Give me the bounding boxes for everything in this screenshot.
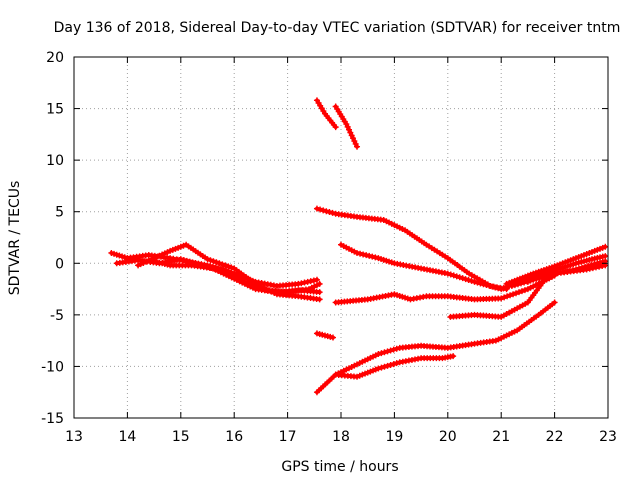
series-arc-e <box>313 97 339 131</box>
x-tick-label: 15 <box>172 429 190 445</box>
y-tick-label: -10 <box>41 359 64 375</box>
series-arc-l <box>313 299 558 396</box>
series-points <box>551 262 609 277</box>
y-tick-label: 20 <box>46 50 64 66</box>
series-layer <box>108 97 609 396</box>
series-arc-n <box>503 243 609 287</box>
x-tick-label: 18 <box>332 429 350 445</box>
x-tick-label: 19 <box>385 429 403 445</box>
x-tick-label: 21 <box>492 429 510 445</box>
y-axis-ticks: -15 -10 -5 0 5 10 15 20 <box>41 50 608 427</box>
series-arc-j <box>332 272 558 306</box>
x-tick-label: 22 <box>546 429 564 445</box>
series-points <box>313 330 336 341</box>
series-arc-p <box>524 253 609 285</box>
y-tick-label: 10 <box>46 153 64 169</box>
x-tick-label: 16 <box>225 429 243 445</box>
y-tick-label: 0 <box>55 256 64 272</box>
x-axis-ticks: 13 14 15 16 17 18 19 20 21 22 23 <box>65 57 617 445</box>
series-arc-g <box>313 330 336 341</box>
x-tick-label: 23 <box>599 429 617 445</box>
series-points <box>332 353 457 380</box>
series-points <box>332 272 558 306</box>
y-tick-label: -15 <box>41 411 64 427</box>
series-arc-h <box>313 205 510 293</box>
series-points <box>332 103 361 150</box>
series-points <box>313 299 558 396</box>
y-axis-label: SDTVAR / TECUs <box>7 181 23 296</box>
x-axis-label: GPS time / hours <box>281 459 398 475</box>
chart-title: Day 136 of 2018, Sidereal Day-to-day VTE… <box>54 20 621 36</box>
y-tick-label: 5 <box>55 205 64 221</box>
series-points <box>313 97 339 131</box>
series-arc-m <box>332 353 457 380</box>
x-tick-label: 13 <box>65 429 83 445</box>
x-tick-label: 17 <box>279 429 297 445</box>
series-points <box>524 253 609 285</box>
series-arc-d <box>151 258 323 296</box>
series-points <box>503 243 609 287</box>
series-arc-q <box>551 262 609 277</box>
x-tick-label: 14 <box>118 429 136 445</box>
grid-lines <box>74 57 608 418</box>
y-tick-label: -5 <box>50 308 64 324</box>
series-points <box>151 258 323 296</box>
series-arc-f <box>332 103 361 150</box>
x-tick-label: 20 <box>439 429 457 445</box>
y-tick-label: 15 <box>46 102 64 118</box>
